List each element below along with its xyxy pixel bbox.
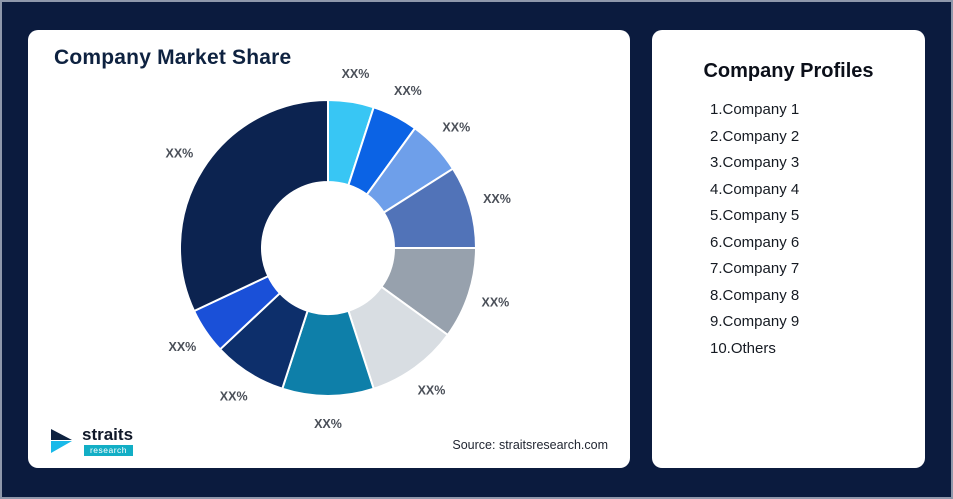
profiles-title: Company Profiles [703, 60, 874, 82]
profile-item: 5.Company 5 [710, 207, 800, 224]
donut-chart: XX% XX% XX% XX% XX% XX% XX% XX% XX% XX% [166, 67, 511, 431]
profile-item: 4.Company 4 [710, 180, 800, 198]
segment-label: XX% [220, 390, 248, 404]
segment-label: XX% [394, 84, 422, 98]
source-attribution: Source: straitsresearch.com [452, 438, 608, 452]
profile-item: 10.Others [710, 339, 776, 357]
donut-segment [179, 99, 329, 313]
straits-research-logo: straits research [48, 424, 134, 456]
segment-label: XX% [342, 67, 370, 81]
profile-item: 9.Company 9 [710, 313, 800, 330]
segment-label: XX% [442, 121, 470, 135]
segment-label: XX% [169, 340, 197, 354]
profile-item: 1.Company 1 [710, 101, 800, 118]
profile-item: 2.Company 2 [710, 127, 800, 145]
profiles-list: 1.Company 1 2.Company 2 3.Company 3 4.Co… [710, 101, 925, 357]
segment-label: XX% [166, 147, 194, 161]
segment-label: XX% [418, 383, 446, 397]
logo-text: straits research [82, 424, 134, 456]
profile-item: 6.Company 6 [710, 233, 800, 251]
logo-name: straits [82, 424, 134, 444]
chart-title: Company Market Share [54, 46, 292, 69]
segment-label: XX% [483, 192, 511, 206]
straits-logo-icon [51, 428, 72, 453]
profile-item: 8.Company 8 [710, 286, 800, 304]
profile-item: 3.Company 3 [710, 154, 800, 171]
segment-label: XX% [482, 295, 510, 309]
company-profiles-card: Company Profiles 1.Company 1 2.Company 2… [652, 30, 925, 468]
segment-label: XX% [314, 417, 342, 431]
market-share-card: Company Market Share XX% XX% XX% XX% XX% XX% X… [28, 30, 630, 468]
profile-item: 7.Company 7 [710, 260, 800, 277]
logo-subtitle: research [83, 444, 134, 456]
